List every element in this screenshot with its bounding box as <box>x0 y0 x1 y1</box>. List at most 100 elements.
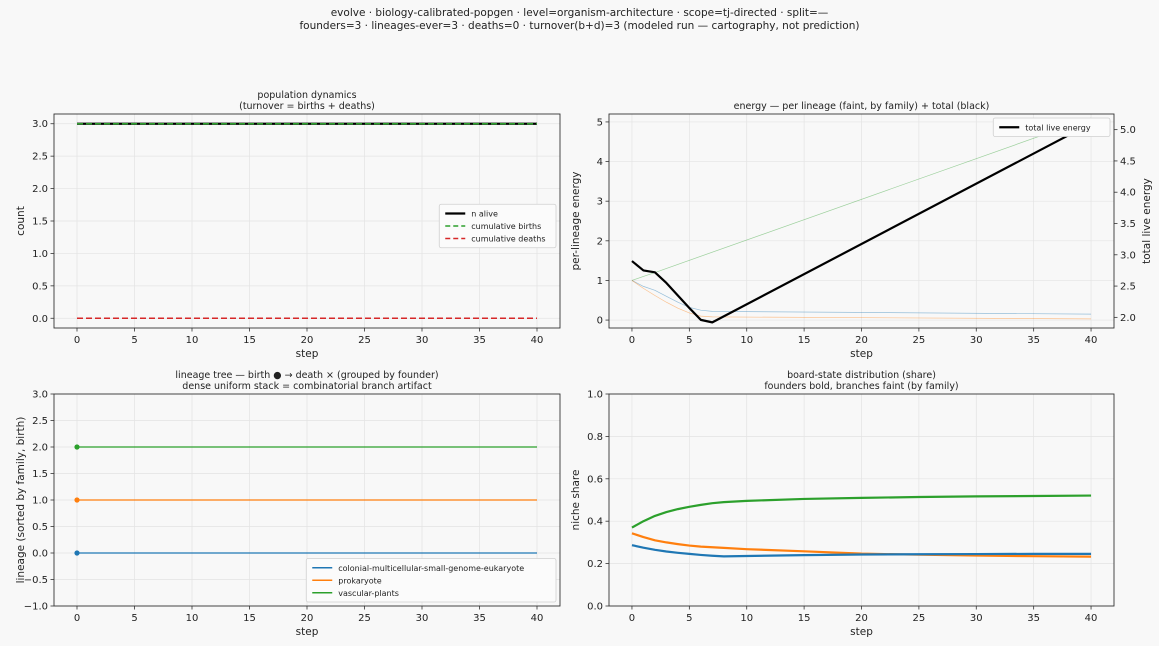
chart-subtitle: (turnover = births + deaths) <box>239 101 375 112</box>
x-axis-label: step <box>850 348 873 360</box>
y-tick-label: 2.0 <box>32 184 48 195</box>
chart-title: board-state distribution (share) <box>787 370 936 381</box>
series-line-line-1 <box>631 117 1092 281</box>
x-tick-label: 5 <box>131 613 137 624</box>
y-tick-label: 0.4 <box>587 517 603 528</box>
right-y-tick-label: 5.0 <box>1120 125 1136 136</box>
y-tick-label: 1.5 <box>32 217 48 228</box>
x-tick-label: 5 <box>686 335 692 346</box>
legend: colonial-multicellular-small-genome-euka… <box>305 558 557 603</box>
right-y-tick-label: 3.5 <box>1120 219 1136 230</box>
x-tick-label: 30 <box>970 613 983 624</box>
y-tick-label: 1.0 <box>32 249 48 260</box>
y-tick-label: 1.5 <box>32 469 48 480</box>
right-y-tick-label: 3.0 <box>1120 250 1136 261</box>
x-tick-label: 15 <box>798 613 811 624</box>
y-tick-label: −0.5 <box>24 575 48 586</box>
x-tick-label: 25 <box>913 335 926 346</box>
legend-label: prokaryote <box>338 576 382 585</box>
x-tick-label: 5 <box>686 613 692 624</box>
y-tick-label: 0.8 <box>587 432 603 443</box>
x-tick-label: 40 <box>531 613 544 624</box>
chart-title: lineage tree — birth ● → death × (groupe… <box>175 370 438 381</box>
right-y-tick-label: 2.5 <box>1120 282 1136 293</box>
chart-grid: 0 5 10 15 20 25 30 35 400.00.51.01.52.02.53.0pop… <box>15 90 1153 638</box>
y-axis-label: per-lineage energy <box>570 172 582 271</box>
x-tick-label: 35 <box>1027 335 1040 346</box>
x-tick-label: 5 <box>131 335 137 346</box>
right-y-axis-label: total live energy <box>1141 178 1153 264</box>
legend-label: cumulative deaths <box>471 235 545 244</box>
x-tick-label: 25 <box>358 335 371 346</box>
x-tick-label: 35 <box>473 613 486 624</box>
y-tick-label: 0.6 <box>587 474 603 485</box>
x-tick-label: 20 <box>301 613 314 624</box>
x-tick-label: 30 <box>416 335 429 346</box>
legend-box <box>438 203 557 249</box>
legend-label: colonial-multicellular-small-genome-euka… <box>338 564 524 573</box>
chart-title: population dynamics <box>257 90 356 101</box>
legend-box <box>305 558 557 603</box>
y-tick-label: 3.0 <box>32 119 48 130</box>
right-y-tick-label: 4.5 <box>1120 156 1136 167</box>
x-axis-label: step <box>296 348 319 360</box>
chart-title: energy — per lineage (faint, by family) … <box>734 101 990 112</box>
chart-panel-4: 0 5 10 15 20 25 30 35 40 0.0 0.2 0.4 0.6 0.8 1.0 board-… <box>570 370 1115 638</box>
axes-frame <box>608 113 1115 329</box>
x-tick-label: 15 <box>243 335 256 346</box>
series-line-total-live-energy <box>631 122 1092 324</box>
x-tick-label: 25 <box>913 613 926 624</box>
y-tick-label: 2.5 <box>32 416 48 427</box>
series-line-line-1 <box>631 494 1092 529</box>
y-tick-label: 0.0 <box>587 602 603 613</box>
x-tick-label: 0 <box>629 335 635 346</box>
x-tick-label: 20 <box>855 613 868 624</box>
x-tick-label: 40 <box>1085 613 1098 624</box>
x-tick-label: 10 <box>186 613 199 624</box>
chart-panel-2: 0 5 10 15 20 25 30 35 40 0 1 2 3 4 5 2.0 2.5 3.0 3.5 4.0 4.5… <box>570 101 1153 360</box>
x-tick-label: 30 <box>970 335 983 346</box>
legend-label: total live energy <box>1025 123 1091 132</box>
legend: total live energy <box>992 117 1111 137</box>
y-axis-label: lineage (sorted by family, birth) <box>15 417 27 584</box>
x-axis-label: step <box>296 626 319 638</box>
y-tick-label: 1 <box>597 276 603 287</box>
axes-frame <box>53 113 561 329</box>
chart-panel-1: 0 5 10 15 20 25 30 35 40 0.0 0.5 1.0 1.5 2.0 2.5 3.0 pop… <box>15 90 561 360</box>
y-tick-label: 4 <box>597 157 603 168</box>
legend: n alive cumulative births cumulative death… <box>438 203 557 249</box>
y-tick-label: 1.0 <box>32 496 48 507</box>
y-tick-label: 0.5 <box>32 281 48 292</box>
figure-suptitle-line1: evolve · biology-calibrated-popgen · lev… <box>331 7 829 19</box>
right-y-tick-label: 2.0 <box>1120 313 1136 324</box>
x-tick-label: 0 <box>74 335 80 346</box>
series-line-line-3 <box>631 544 1092 558</box>
y-tick-label: 2 <box>597 236 603 247</box>
x-tick-label: 20 <box>301 335 314 346</box>
chart-subtitle: founders bold, branches faint (by family… <box>764 381 958 392</box>
y-tick-label: 0.0 <box>32 314 48 325</box>
legend-label: cumulative births <box>471 222 541 231</box>
x-tick-label: 35 <box>1027 613 1040 624</box>
y-tick-label: 2.0 <box>32 443 48 454</box>
x-tick-label: 25 <box>358 613 371 624</box>
x-tick-label: 30 <box>416 613 429 624</box>
x-tick-label: 10 <box>740 613 753 624</box>
x-tick-label: 15 <box>243 613 256 624</box>
series-line-line-3 <box>631 280 1092 320</box>
y-tick-label: 0.2 <box>587 559 603 570</box>
y-tick-label: 3.0 <box>32 390 48 401</box>
y-tick-label: 1.0 <box>587 390 603 401</box>
y-tick-label: 0.5 <box>32 522 48 533</box>
chart-panel-3: 0 5 10 15 20 25 30 35 40 −1.0 −0.5 0.0 0.5 1.0 1.5 2.0 2… <box>15 370 561 638</box>
axes-frame <box>608 393 1115 607</box>
y-tick-label: 0.0 <box>32 549 48 560</box>
birth-marker <box>74 550 80 556</box>
x-tick-label: 0 <box>629 613 635 624</box>
chart-subtitle: dense uniform stack = combinatorial bran… <box>182 381 432 392</box>
y-tick-label: 5 <box>597 117 603 128</box>
x-tick-label: 0 <box>74 613 80 624</box>
y-tick-label: 0 <box>597 316 603 327</box>
legend-box <box>992 117 1111 137</box>
